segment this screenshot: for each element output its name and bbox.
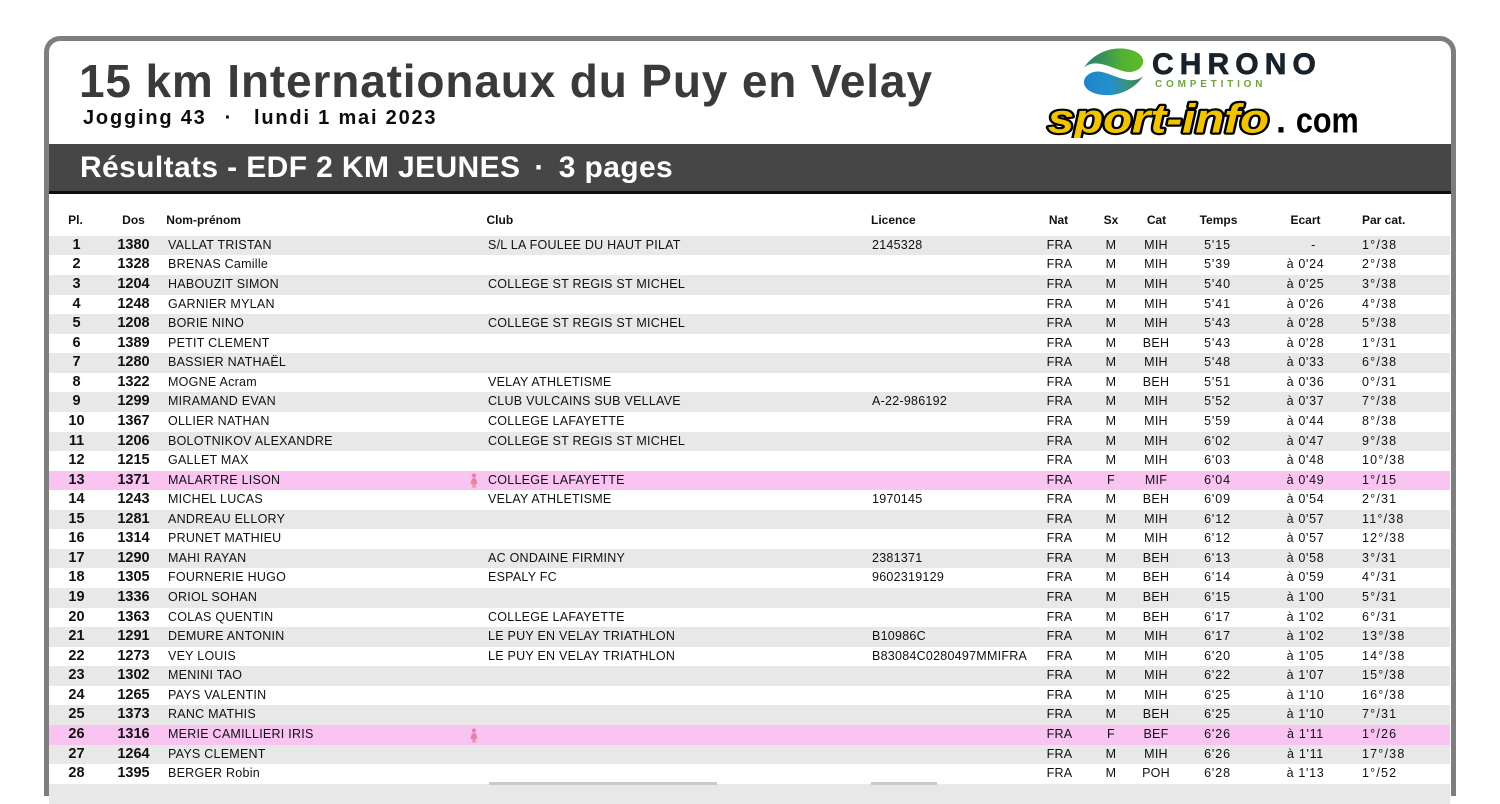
svg-text:sport-info: sport-info bbox=[1048, 97, 1269, 138]
svg-text:.: . bbox=[1276, 99, 1286, 138]
svg-text:com: com bbox=[1296, 101, 1359, 138]
